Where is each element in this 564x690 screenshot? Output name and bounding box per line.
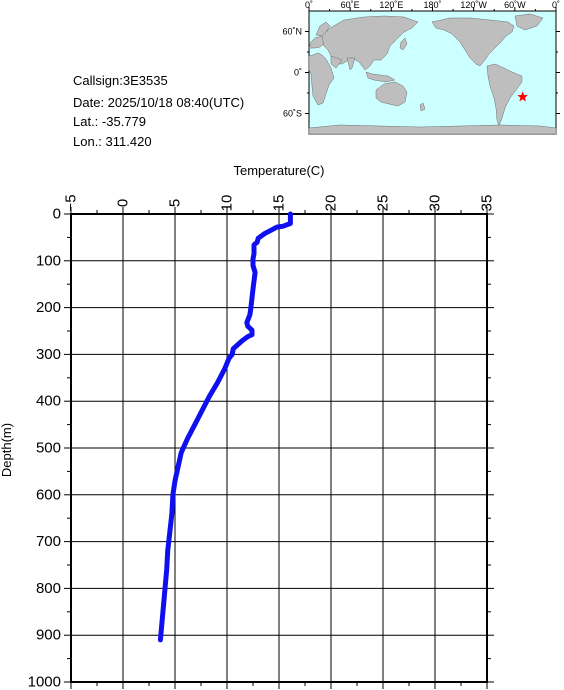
map-lat-label: 0˚ [294,68,302,78]
y-tick-label: 100 [36,252,61,269]
map-lat-label: 60˚N [282,27,302,37]
x-tick-label: 15 [271,195,288,212]
chart-grid [70,213,488,683]
map-lon-label: 0˚ [552,0,560,10]
x-tick-label: 10 [219,195,236,212]
map-lat-label: 60˚S [283,109,302,119]
date-text: Date: 2025/10/18 08:40(UTC) [73,95,245,110]
map-landmasses [308,13,557,135]
y-tick-label: 0 [53,206,61,223]
map-lon-label: 60˚W [504,0,526,10]
y-tick-label: 300 [36,346,61,363]
y-tick-label: 800 [36,580,61,597]
x-tick-label: 0 [115,199,132,207]
map-lon-label: 120˚W [460,0,487,10]
callsign-text: Callsign:3E3535 [73,73,168,88]
y-tick-label: 400 [36,393,61,410]
station-marker-icon [517,91,529,102]
latitude-text: Lat.: -35.779 [73,114,146,129]
location-map: 0˚ 60˚E 120˚E 180˚ 120˚W 60˚W 0˚ 60˚N 0˚ 60˚S [282,0,560,135]
chart-series [157,211,293,643]
map-lon-label: 0˚ [305,0,313,10]
y-tick-label: 200 [36,299,61,316]
map-lon-label: 60˚E [341,0,360,10]
map-axes [305,7,560,114]
temperature-profile-line [157,211,293,643]
x-axis-label: Temperature(C) [233,163,324,178]
map-labels: 0˚ 60˚E 120˚E 180˚ 120˚W 60˚W 0˚ 60˚N 0˚ 60˚S [282,0,560,119]
y-tick-label: 500 [36,440,61,457]
x-tick-label: 20 [323,195,340,212]
y-tick-label: 1000 [28,674,61,690]
map-lon-label: 180˚ [423,0,441,10]
star-icon [517,91,529,102]
map-lon-label: 120˚E [379,0,403,10]
x-tick-label: 35 [479,195,496,212]
y-tick-label: 700 [36,533,61,550]
y-tick-label: 900 [36,627,61,644]
x-tick-labels: −5 0 5 10 15 20 25 30 35 [63,194,496,211]
chart-ticks [64,207,494,689]
x-tick-label: 25 [375,195,392,212]
x-tick-label: 30 [427,195,444,212]
longitude-text: Lon.: 311.420 [73,134,152,149]
x-tick-label: 5 [167,199,184,207]
x-tick-label: −5 [63,194,80,211]
y-axis-label: Depth(m) [0,423,14,477]
y-tick-labels: 0 100 200 300 400 500 600 700 800 900 1000 [28,206,61,690]
y-tick-label: 600 [36,486,61,503]
